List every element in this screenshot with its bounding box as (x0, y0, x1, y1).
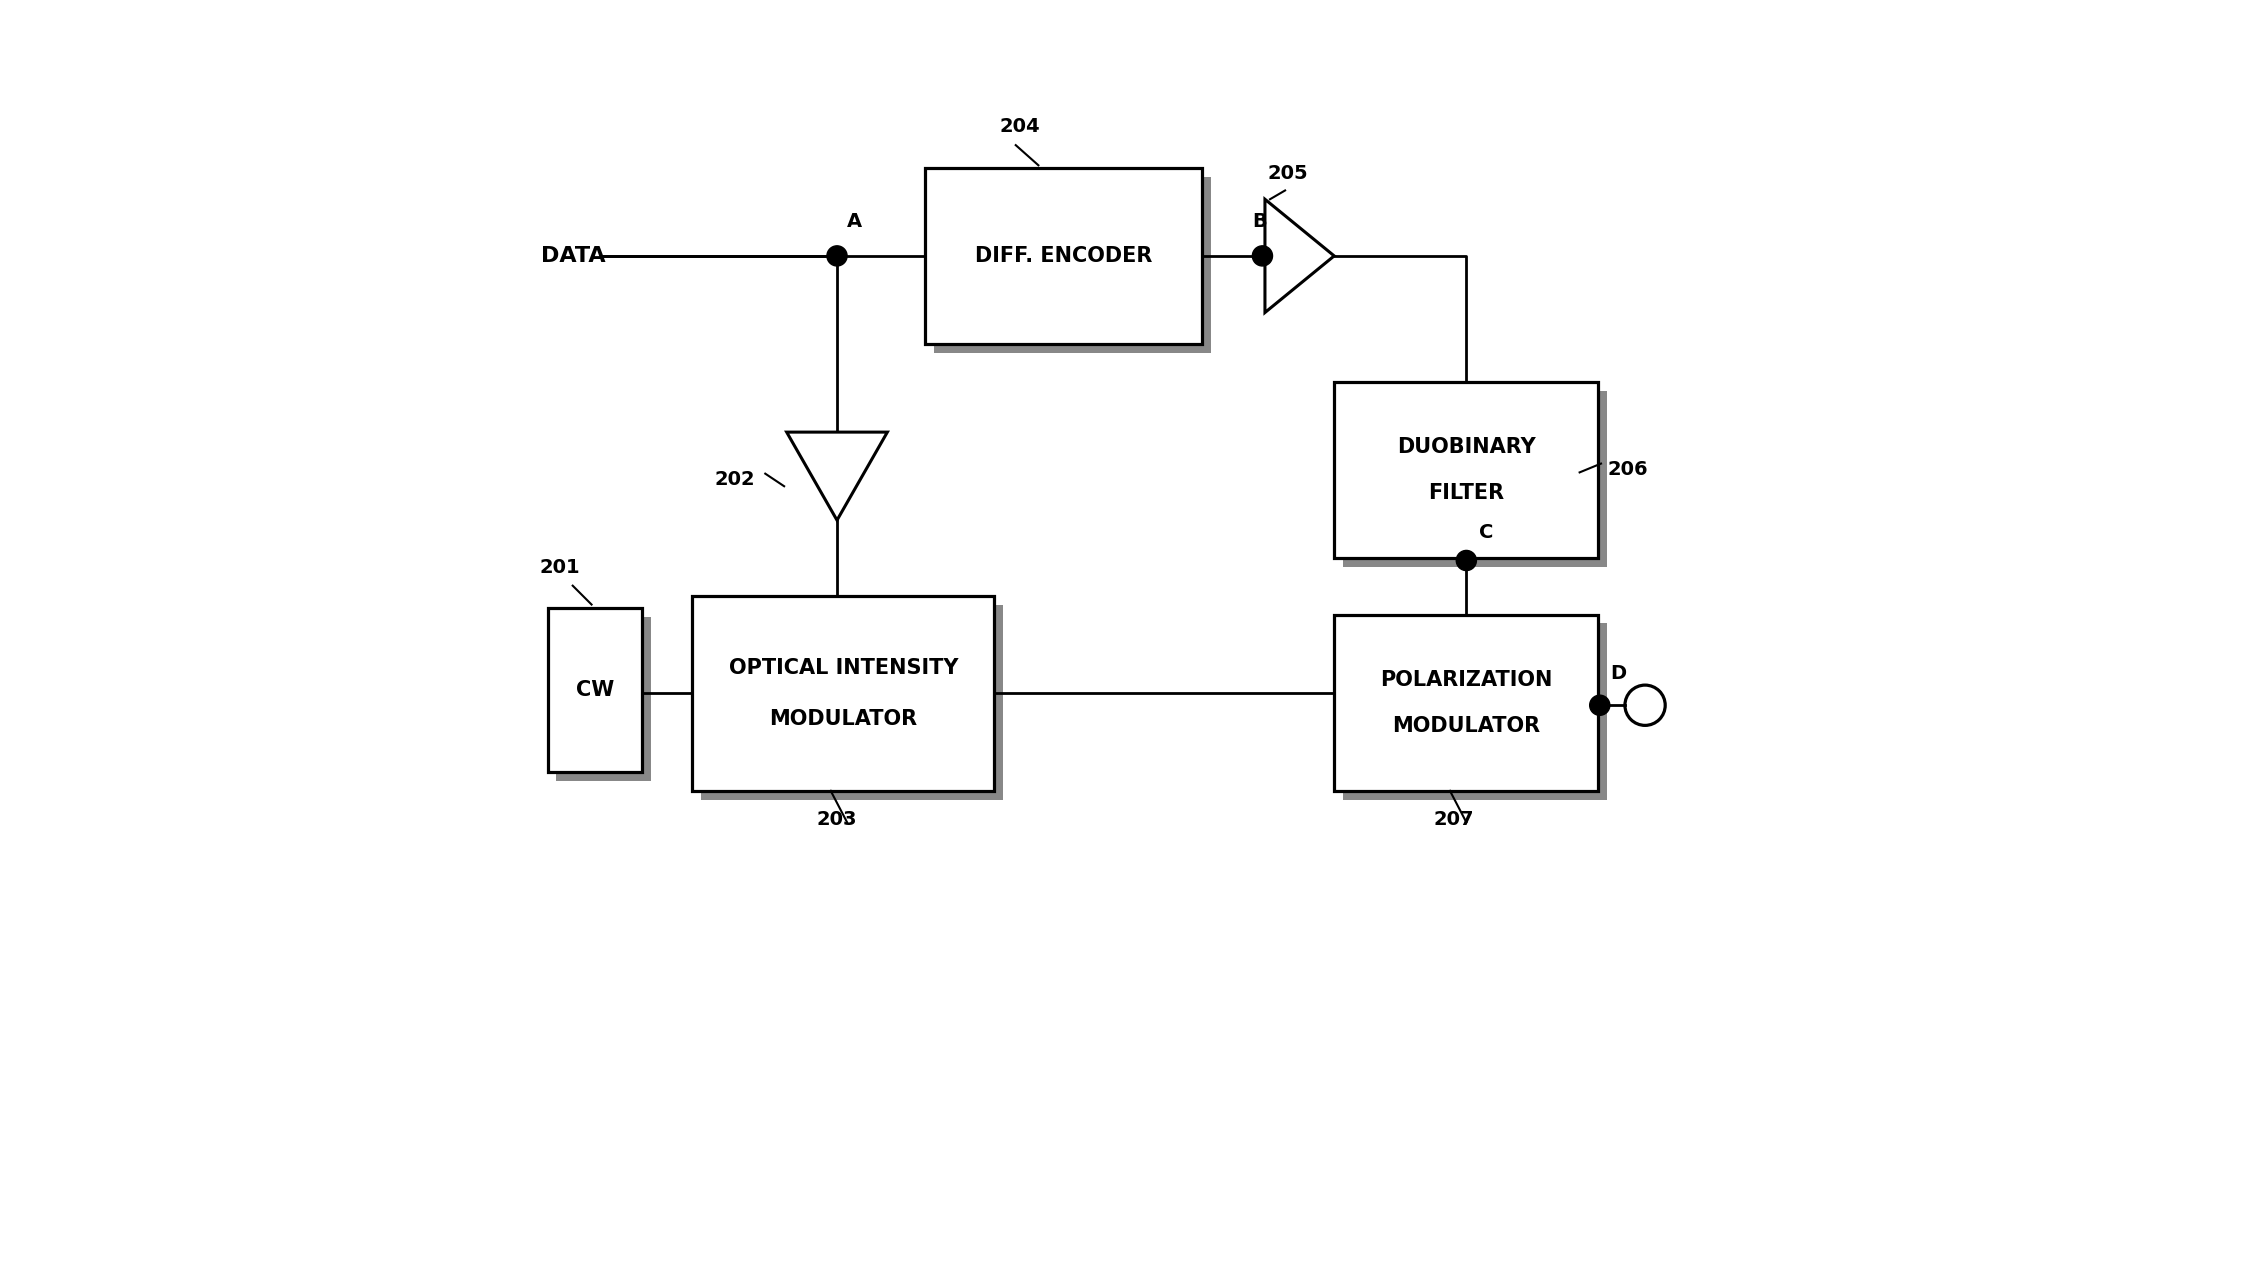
Text: B: B (1253, 212, 1266, 231)
Bar (547, 608, 642, 772)
Bar (926, 167, 1203, 345)
Polygon shape (1264, 199, 1334, 313)
Bar (935, 176, 1210, 352)
Circle shape (1253, 246, 1273, 266)
Text: 204: 204 (998, 118, 1041, 137)
Bar (701, 604, 1003, 799)
Text: 207: 207 (1433, 810, 1473, 829)
Text: MODULATOR: MODULATOR (1392, 716, 1541, 736)
Text: D: D (1611, 664, 1627, 683)
Text: DATA: DATA (541, 246, 606, 266)
Text: DIFF. ENCODER: DIFF. ENCODER (976, 246, 1151, 266)
Text: 203: 203 (818, 810, 856, 829)
Circle shape (1591, 696, 1611, 716)
Text: C: C (1478, 522, 1494, 541)
Text: DUOBINARY: DUOBINARY (1397, 437, 1537, 457)
Bar (1343, 390, 1606, 566)
Text: MODULATOR: MODULATOR (768, 708, 917, 729)
Text: OPTICAL INTENSITY: OPTICAL INTENSITY (728, 658, 958, 678)
Bar (1334, 614, 1597, 791)
Bar (1334, 381, 1597, 557)
Polygon shape (786, 432, 888, 521)
Text: FILTER: FILTER (1428, 483, 1505, 503)
Text: POLARIZATION: POLARIZATION (1381, 670, 1552, 689)
Text: 202: 202 (714, 470, 755, 489)
Bar (692, 595, 994, 791)
Circle shape (1455, 550, 1476, 570)
Text: 205: 205 (1266, 163, 1309, 182)
Circle shape (827, 246, 847, 266)
Bar (1343, 623, 1606, 799)
Text: CW: CW (575, 680, 613, 701)
Text: A: A (847, 212, 863, 231)
Text: 206: 206 (1606, 460, 1647, 479)
Text: 201: 201 (541, 557, 581, 576)
Bar (556, 617, 651, 780)
